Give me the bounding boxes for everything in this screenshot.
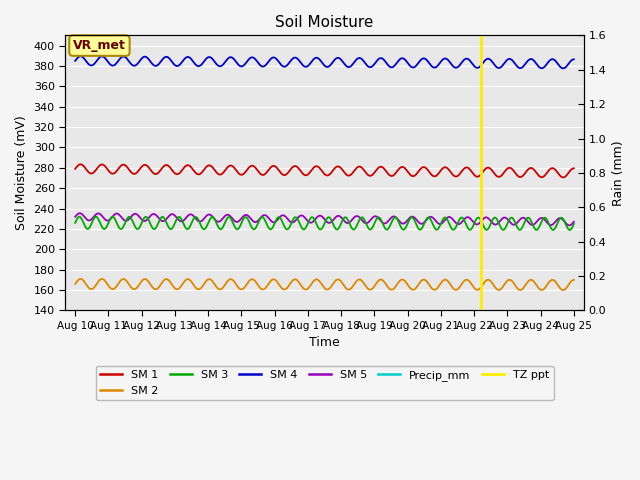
X-axis label: Time: Time xyxy=(309,336,340,349)
Title: Soil Moisture: Soil Moisture xyxy=(275,15,374,30)
Y-axis label: Rain (mm): Rain (mm) xyxy=(612,140,625,206)
Y-axis label: Soil Moisture (mV): Soil Moisture (mV) xyxy=(15,116,28,230)
Text: VR_met: VR_met xyxy=(73,39,126,52)
Legend: SM 1, SM 2, SM 3, SM 4, SM 5, Precip_mm, TZ ppt: SM 1, SM 2, SM 3, SM 4, SM 5, Precip_mm,… xyxy=(95,366,554,400)
